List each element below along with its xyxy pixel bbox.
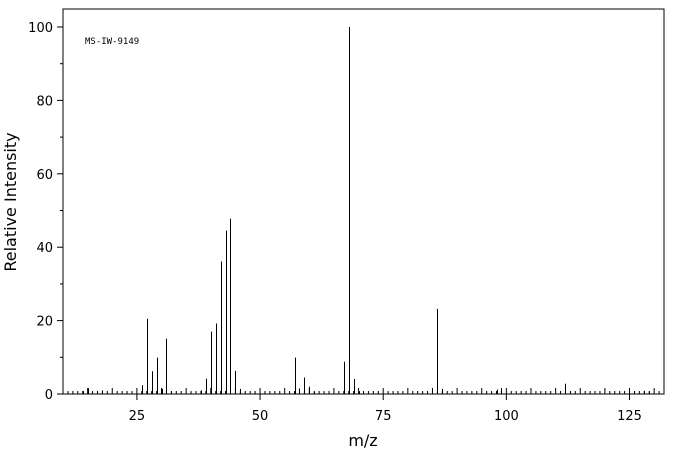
y-tick-label: 80 [36,94,53,109]
x-tick-label: 50 [252,409,269,424]
y-tick-label: 100 [28,21,53,36]
peak-series [83,27,650,394]
x-axis-ticks: 25 50 75 100 125 [129,394,642,424]
y-axis-title: Relative Intensity [1,132,20,271]
x-tick-label: 75 [375,409,392,424]
y-tick-label: 60 [36,168,53,183]
plot-area [62,8,665,395]
x-tick-label: 100 [494,409,519,424]
x-tick-label: 125 [617,409,642,424]
y-tick-label: 20 [36,315,53,330]
x-axis-title: m/z [348,431,377,450]
y-tick-label: 0 [45,388,53,403]
plot-frame [62,8,665,395]
x-tick-label: 25 [129,409,146,424]
spectrum-id-annotation: MS-IW-9149 [85,37,139,47]
x-minor-ticks [62,388,665,394]
y-axis-ticks: 0 20 40 60 80 100 [28,21,63,403]
y-tick-label: 40 [36,241,53,256]
